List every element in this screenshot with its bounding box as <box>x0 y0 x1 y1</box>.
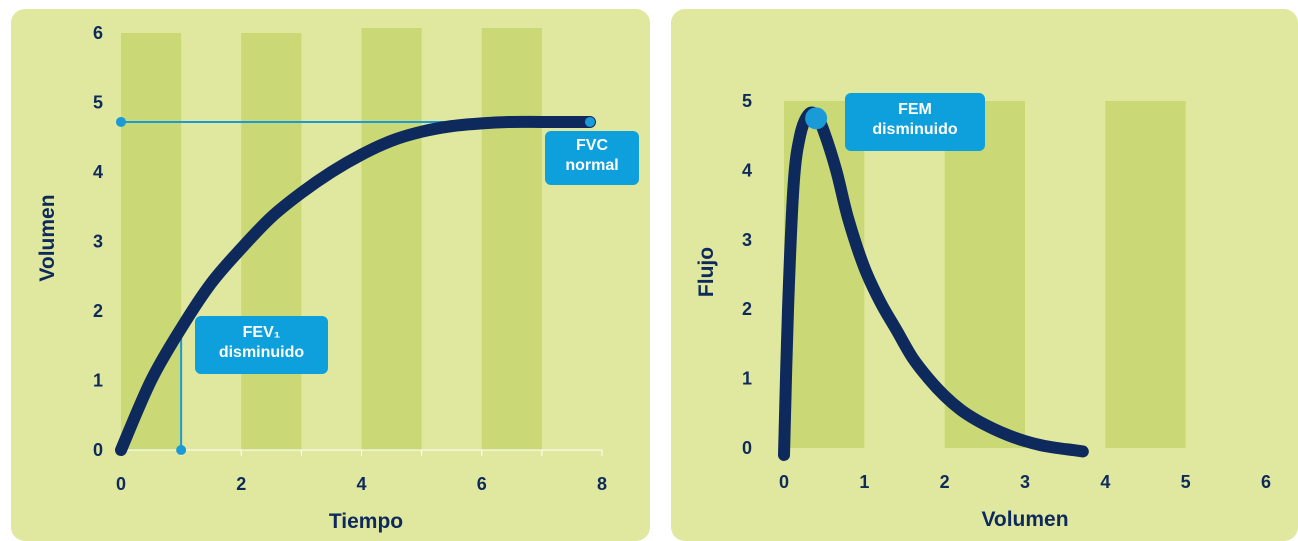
x-tick-label-left: 2 <box>236 474 246 494</box>
band-right-2 <box>1105 101 1186 448</box>
y-tick-label-left: 0 <box>93 440 103 460</box>
fev1-axis-marker <box>176 445 187 455</box>
x-tick-label-left: 0 <box>116 474 126 494</box>
fem-callout-line2: disminuido <box>872 121 958 138</box>
y-axis-title-left: Volumen <box>36 194 59 281</box>
y-tick-label-left: 2 <box>93 301 103 321</box>
y-tick-label-left: 5 <box>93 93 103 113</box>
flow-volume-curve <box>778 106 1089 461</box>
y-tick-label-right: 0 <box>742 438 752 458</box>
fem-callout: FEM disminuido <box>845 93 985 151</box>
fev1-callout: FEV₁ disminuido <box>195 316 328 374</box>
fvc-axis-marker <box>116 116 126 127</box>
volume-time-curve <box>115 115 596 456</box>
fvc-callout-line2: normal <box>565 157 619 174</box>
x-tick-label-right: 6 <box>1261 472 1271 492</box>
fvc-callout-line1: FVC <box>576 137 608 154</box>
fem-callout-line1: FEM <box>898 101 932 118</box>
y-tick-label-left: 4 <box>93 162 103 182</box>
y-tick-label-right: 3 <box>742 230 752 250</box>
x-tick-label-right: 2 <box>940 472 950 492</box>
y-tick-label-right: 4 <box>742 160 752 180</box>
y-axis-title-right: Flujo <box>695 247 718 297</box>
y-tick-label-left: 1 <box>93 371 103 391</box>
x-tick-label-right: 5 <box>1181 472 1191 492</box>
fev1-callout-line1: FEV₁ <box>242 324 281 341</box>
x-tick-label-left: 4 <box>356 474 366 494</box>
x-tick-label-left: 8 <box>597 474 607 494</box>
x-tick-label-right: 4 <box>1100 472 1110 492</box>
y-tick-label-right: 2 <box>742 299 752 319</box>
x-axis-title-right: Volumen <box>981 508 1068 531</box>
band-left-3 <box>481 28 542 450</box>
y-tick-label-right: 5 <box>742 91 752 111</box>
fem-peak-marker <box>805 107 828 130</box>
y-tick-label-left: 3 <box>93 232 103 252</box>
y-tick-label-right: 1 <box>742 369 752 389</box>
band-left-2 <box>361 28 422 450</box>
fvc-curve-marker <box>584 116 595 127</box>
x-axis-title-left: Tiempo <box>329 510 403 533</box>
x-tick-label-right: 1 <box>859 472 869 492</box>
x-tick-label-right: 3 <box>1020 472 1030 492</box>
x-tick-label-left: 6 <box>477 474 487 494</box>
fvc-callout: FVC normal <box>545 131 639 185</box>
y-tick-label-left: 6 <box>93 23 103 43</box>
fev1-callout-line2: disminuido <box>218 344 305 361</box>
band-right-1 <box>944 101 1025 448</box>
x-tick-label-right: 0 <box>779 472 789 492</box>
